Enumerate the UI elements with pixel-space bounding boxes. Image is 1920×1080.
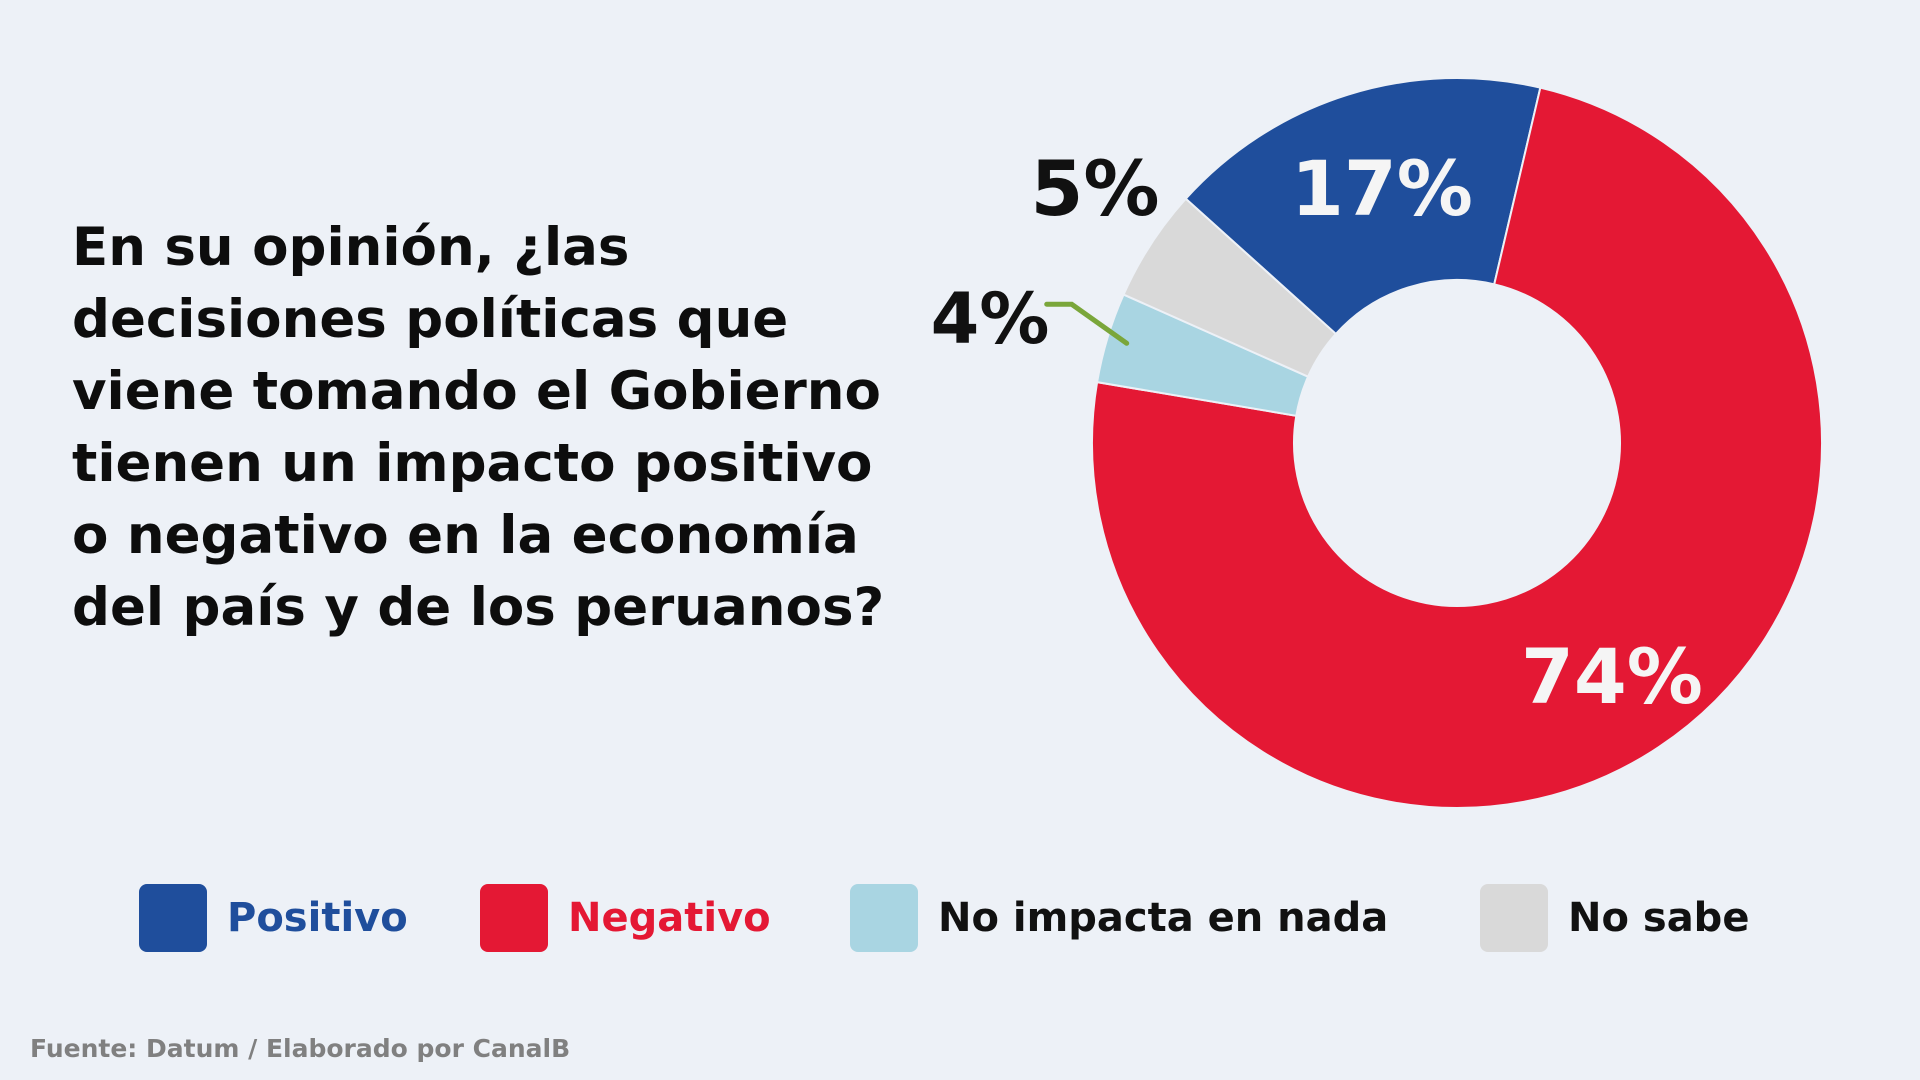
chart-question: En su opinión, ¿las decisiones políticas… [72, 212, 972, 644]
legend-swatch [139, 884, 207, 952]
legend-swatch [1480, 884, 1548, 952]
question-line: decisiones políticas que [72, 289, 789, 350]
question-line: viene tomando el Gobierno [72, 361, 881, 422]
legend-swatch [850, 884, 918, 952]
legend-item-negativo: Negativo [480, 884, 771, 952]
value-label-no-impacta: 4% [931, 278, 1050, 360]
chart-legend: Positivo Negativo No impacta en nada No … [0, 884, 1920, 954]
legend-label: No impacta en nada [938, 895, 1389, 941]
legend-item-no-sabe: No sabe [1480, 884, 1749, 952]
legend-label: Negativo [568, 895, 771, 941]
question-line: En su opinión, ¿las [72, 217, 630, 278]
question-line: o negativo en la economía [72, 505, 859, 566]
callout-line [1044, 301, 1130, 346]
legend-item-positivo: Positivo [139, 884, 408, 952]
legend-item-no-impacta: No impacta en nada [850, 884, 1388, 952]
legend-label: Positivo [227, 895, 408, 941]
question-line: del país y de los peruanos? [72, 577, 885, 638]
question-line: tienen un impacto positivo [72, 433, 873, 494]
value-label-no-sabe: 5% [1030, 144, 1159, 233]
value-label-positivo: 17% [1291, 144, 1473, 233]
slice-negativo [1091, 86, 1823, 809]
slice-no-sabe [1122, 197, 1338, 379]
value-label-negativo: 74% [1521, 632, 1703, 721]
legend-label: No sabe [1568, 895, 1750, 941]
legend-swatch [480, 884, 548, 952]
source-note: Fuente: Datum / Elaborado por CanalB [30, 1034, 571, 1063]
slice-positivo [1184, 77, 1542, 336]
